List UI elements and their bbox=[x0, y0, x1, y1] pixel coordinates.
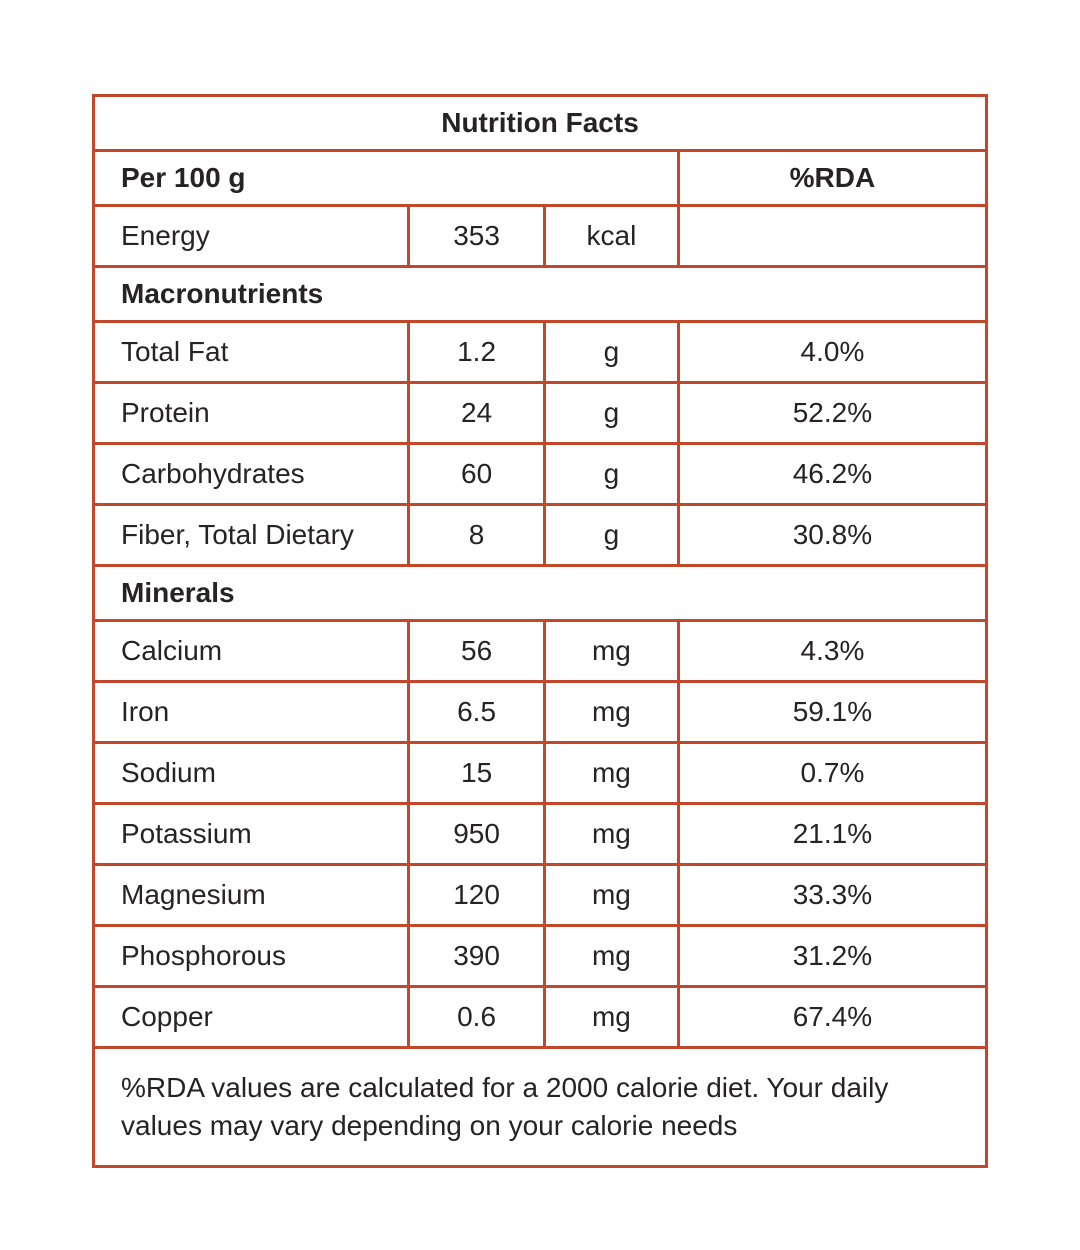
unit-cell: g bbox=[542, 503, 680, 567]
value-cell: 950 bbox=[407, 802, 546, 866]
serving-header: Per 100 g bbox=[92, 149, 680, 207]
nutrient-name-cell: Carbohydrates bbox=[91, 442, 411, 506]
rda-cell: 31.2% bbox=[676, 924, 989, 988]
table-row-protein: Protein 24 g 52.2% bbox=[91, 381, 989, 445]
table-row-potassium: Potassium 950 mg 21.1% bbox=[91, 802, 989, 866]
nutrient-name-cell: Copper bbox=[91, 985, 411, 1049]
section-title: Minerals bbox=[92, 564, 988, 622]
rda-cell: 4.0% bbox=[676, 320, 989, 384]
section-header-minerals: Minerals bbox=[92, 564, 988, 622]
rda-cell: 67.4% bbox=[676, 985, 989, 1049]
table-row-energy: Energy 353 kcal bbox=[91, 204, 989, 268]
value-cell: 24 bbox=[407, 381, 546, 445]
value-cell: 56 bbox=[407, 619, 546, 683]
footnote-row: %RDA values are calculated for a 2000 ca… bbox=[92, 1046, 988, 1168]
table-row-phosphorous: Phosphorous 390 mg 31.2% bbox=[91, 924, 989, 988]
rda-cell: 4.3% bbox=[676, 619, 989, 683]
nutrient-name-cell: Iron bbox=[91, 680, 411, 744]
table-row-magnesium: Magnesium 120 mg 33.3% bbox=[91, 863, 989, 927]
unit-cell: g bbox=[542, 381, 680, 445]
section-header-macronutrients: Macronutrients bbox=[92, 265, 988, 323]
rda-cell: 30.8% bbox=[676, 503, 989, 567]
value-cell: 390 bbox=[407, 924, 546, 988]
unit-cell: mg bbox=[542, 619, 680, 683]
rda-cell bbox=[676, 204, 989, 268]
value-cell: 15 bbox=[407, 741, 546, 805]
nutrient-name-cell: Energy bbox=[91, 204, 411, 268]
value-cell: 60 bbox=[407, 442, 546, 506]
column-header-row: Per 100 g %RDA bbox=[92, 149, 989, 207]
unit-cell: g bbox=[542, 442, 680, 506]
nutrient-name-cell: Total Fat bbox=[91, 320, 411, 384]
table-row-carbohydrates: Carbohydrates 60 g 46.2% bbox=[91, 442, 989, 506]
rda-cell: 0.7% bbox=[676, 741, 989, 805]
unit-cell: mg bbox=[542, 863, 680, 927]
unit-cell: mg bbox=[542, 924, 680, 988]
table-row-total-fat: Total Fat 1.2 g 4.0% bbox=[91, 320, 989, 384]
table-row-sodium: Sodium 15 mg 0.7% bbox=[91, 741, 989, 805]
value-cell: 120 bbox=[407, 863, 546, 927]
nutrient-name-cell: Sodium bbox=[91, 741, 411, 805]
value-cell: 353 bbox=[407, 204, 546, 268]
rda-header: %RDA bbox=[676, 149, 989, 207]
page-title: Nutrition Facts bbox=[92, 94, 988, 152]
value-cell: 6.5 bbox=[407, 680, 546, 744]
nutrition-facts-table: Nutrition Facts Per 100 g %RDA Energy 35… bbox=[91, 94, 989, 1168]
nutrient-name-cell: Magnesium bbox=[91, 863, 411, 927]
rda-cell: 33.3% bbox=[676, 863, 989, 927]
unit-cell: mg bbox=[542, 741, 680, 805]
nutrient-name-cell: Phosphorous bbox=[91, 924, 411, 988]
value-cell: 1.2 bbox=[407, 320, 546, 384]
title-row: Nutrition Facts bbox=[92, 94, 988, 152]
unit-cell: mg bbox=[542, 680, 680, 744]
table-row-copper: Copper 0.6 mg 67.4% bbox=[91, 985, 989, 1049]
nutrient-name-cell: Fiber, Total Dietary bbox=[91, 503, 411, 567]
table-row-calcium: Calcium 56 mg 4.3% bbox=[91, 619, 989, 683]
section-title: Macronutrients bbox=[92, 265, 988, 323]
table-row-fiber: Fiber, Total Dietary 8 g 30.8% bbox=[91, 503, 989, 567]
unit-cell: mg bbox=[542, 985, 680, 1049]
rda-cell: 46.2% bbox=[676, 442, 989, 506]
value-cell: 0.6 bbox=[407, 985, 546, 1049]
table-row-iron: Iron 6.5 mg 59.1% bbox=[91, 680, 989, 744]
nutrient-name-cell: Protein bbox=[91, 381, 411, 445]
unit-cell: mg bbox=[542, 802, 680, 866]
nutrient-name-cell: Potassium bbox=[91, 802, 411, 866]
rda-cell: 59.1% bbox=[676, 680, 989, 744]
rda-cell: 21.1% bbox=[676, 802, 989, 866]
value-cell: 8 bbox=[407, 503, 546, 567]
nutrient-name-cell: Calcium bbox=[91, 619, 411, 683]
unit-cell: kcal bbox=[542, 204, 680, 268]
unit-cell: g bbox=[542, 320, 680, 384]
rda-footnote: %RDA values are calculated for a 2000 ca… bbox=[92, 1046, 988, 1168]
rda-cell: 52.2% bbox=[676, 381, 989, 445]
